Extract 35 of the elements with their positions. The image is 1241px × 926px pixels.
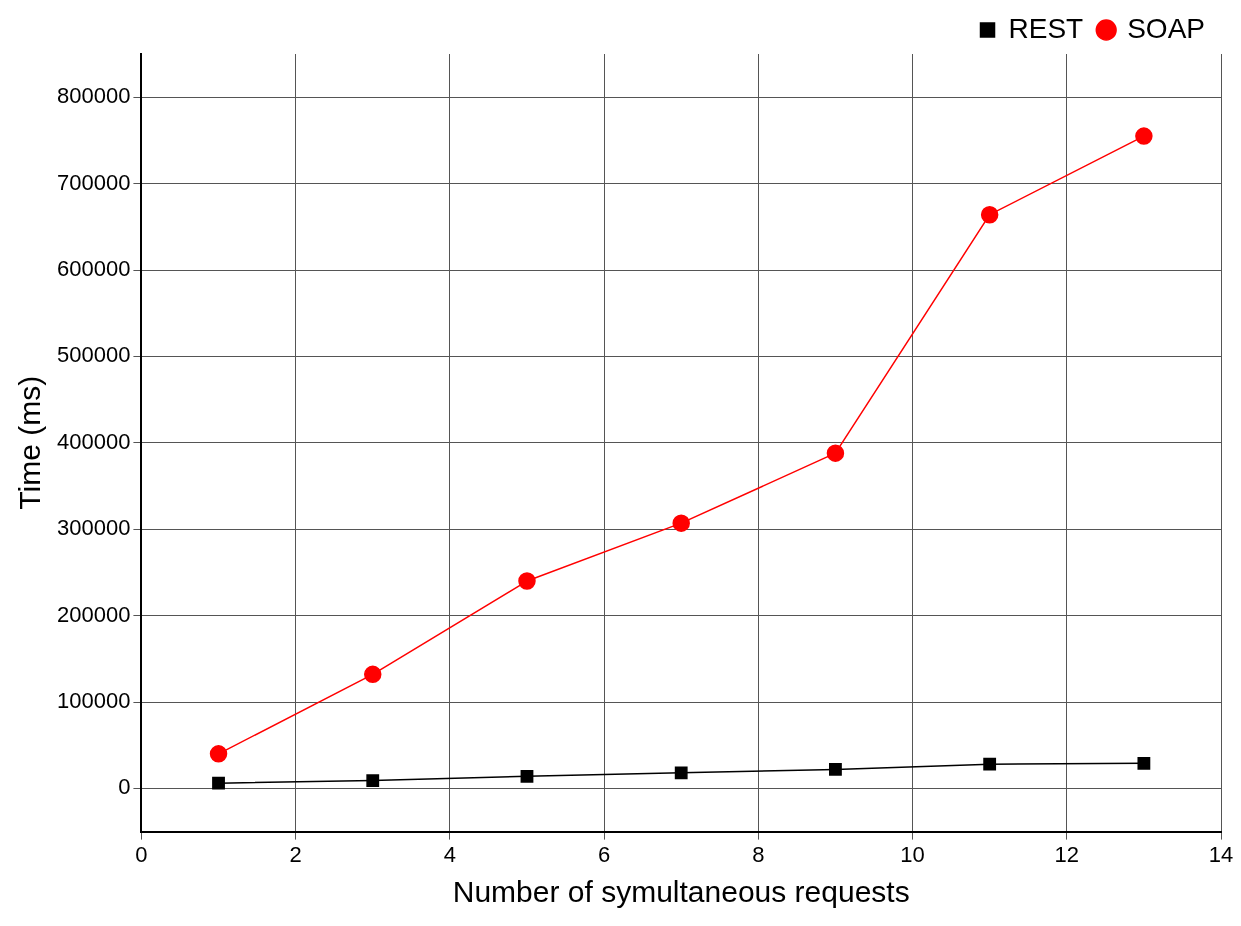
x-tick-label: 14	[1208, 841, 1234, 867]
x-tick-label: 4	[443, 841, 456, 867]
y-tick-label: 400000	[56, 428, 131, 454]
y-tick-label: 800000	[56, 83, 131, 109]
x-tick-label: 6	[597, 841, 611, 867]
point	[212, 776, 225, 790]
point	[1137, 756, 1151, 770]
y-tick-label: 0	[118, 774, 131, 800]
y-tick-label: 700000	[56, 169, 131, 195]
legend-label: REST	[1008, 12, 1084, 44]
point	[826, 444, 845, 462]
point	[980, 205, 999, 224]
x-tick-label: 0	[135, 841, 148, 867]
point	[1135, 127, 1153, 145]
point	[983, 757, 997, 771]
point	[366, 774, 380, 788]
y-tick-label: 500000	[56, 342, 131, 368]
point	[829, 762, 842, 776]
y-tick-label: 300000	[56, 515, 131, 541]
x-tick-label: 2	[289, 841, 302, 867]
point	[674, 766, 688, 780]
point	[209, 745, 228, 763]
legend-label: SOAP	[1127, 12, 1206, 44]
point	[520, 769, 534, 783]
x-axis-title: Number of symultaneous requests	[452, 875, 910, 909]
y-tick-label: 200000	[56, 601, 131, 627]
y-tick-label: 600000	[56, 256, 131, 282]
point	[672, 514, 690, 532]
x-tick-label: 10	[900, 841, 925, 867]
point	[518, 572, 536, 590]
y-tick-label: 100000	[56, 688, 131, 714]
point	[364, 665, 382, 684]
x-tick-label: 8	[752, 841, 765, 867]
y-axis-title: Time (ms)	[13, 375, 47, 510]
x-tick-label: 12	[1054, 841, 1080, 867]
